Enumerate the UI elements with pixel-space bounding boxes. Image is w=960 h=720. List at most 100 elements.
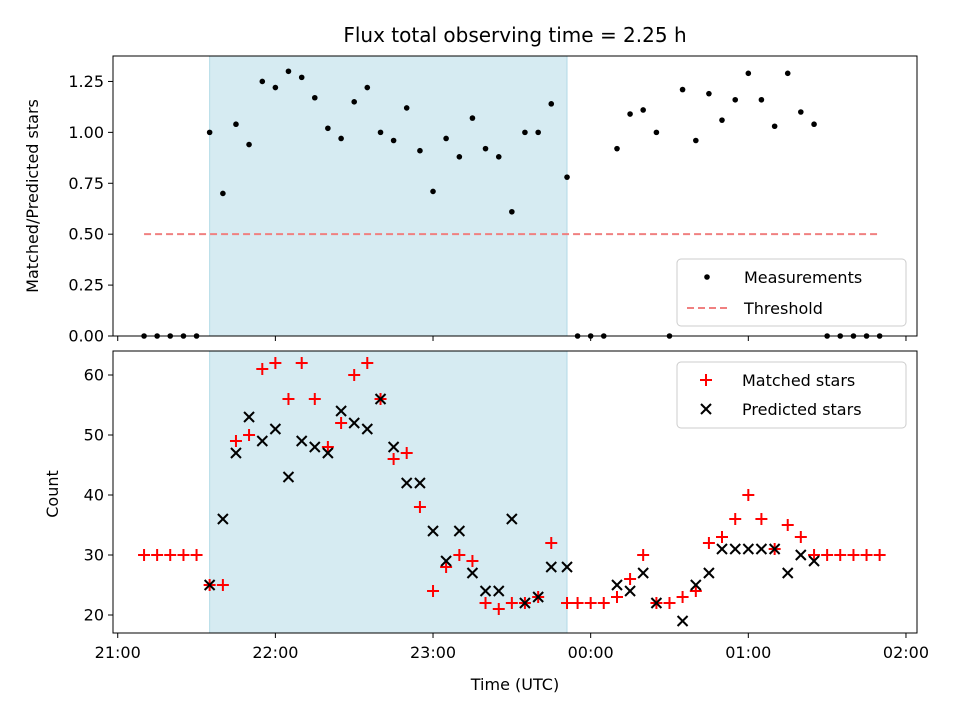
predicted-star-marker	[230, 447, 242, 459]
bottom-legend: Matched stars Predicted stars	[676, 361, 907, 429]
matched-star-marker	[243, 429, 256, 441]
measurement-point	[811, 121, 817, 128]
measurement-point	[627, 111, 633, 117]
matched-star-marker	[715, 531, 728, 543]
legend-predicted-label: Predicted stars	[742, 400, 862, 419]
measurement-point	[364, 84, 371, 91]
predicted-star-marker	[532, 591, 544, 603]
matched-star-marker	[847, 549, 860, 561]
matched-star-marker	[597, 597, 610, 609]
matched-star-marker	[151, 549, 164, 561]
measurement-point	[614, 145, 620, 152]
predicted-star-marker	[703, 567, 715, 579]
predicted-star-marker	[519, 597, 531, 609]
predicted-star-marker	[782, 567, 794, 579]
bottom-shaded-region	[209, 350, 568, 634]
measurement-point	[233, 121, 239, 128]
y-tick-label: 1.00	[68, 123, 104, 142]
matched-star-marker	[400, 447, 413, 459]
y-tick-label: 0.50	[68, 225, 104, 244]
predicted-star-marker	[795, 549, 807, 561]
predicted-star-marker	[493, 585, 505, 597]
measurement-point	[390, 137, 397, 144]
x-tick-label: 02:00	[883, 643, 929, 662]
predicted-star-marker	[637, 567, 649, 579]
predicted-star-marker	[716, 543, 728, 555]
matched-star-marker	[427, 585, 440, 597]
matched-star-marker	[479, 597, 492, 609]
measurement-point	[758, 96, 765, 103]
measurement-point	[298, 74, 305, 81]
bottom-axes-frame	[112, 350, 918, 634]
y-tick-label: 50	[84, 426, 104, 445]
measurement-point	[522, 129, 528, 136]
matched-star-marker	[873, 549, 886, 561]
measurement-point	[259, 78, 266, 85]
predicted-star-marker	[203, 579, 216, 591]
measurement-point	[706, 90, 712, 97]
legend-predicted-marker	[700, 403, 712, 415]
figure-title: Flux total observing time = 2.25 h	[343, 23, 686, 47]
measurement-point	[417, 147, 423, 154]
legend-threshold-label: Threshold	[743, 299, 823, 318]
matched-stars-points	[138, 357, 886, 615]
measurement-point	[325, 125, 331, 132]
y-tick-label: 0.75	[68, 174, 104, 193]
measurement-point	[640, 107, 646, 113]
matched-star-marker	[505, 597, 518, 609]
matched-star-marker	[860, 549, 873, 561]
matched-star-marker	[348, 369, 361, 381]
matched-star-marker	[492, 603, 505, 615]
bottom-panel: 20 30 40 50 60 21:00 22:00 23:00 00:00 01:00 02:0…	[43, 350, 929, 694]
predicted-star-marker	[768, 543, 781, 555]
predicted-star-marker	[453, 525, 466, 537]
matched-star-marker	[321, 441, 334, 453]
predicted-star-marker	[348, 417, 360, 429]
measurement-point	[784, 70, 791, 77]
predicted-star-marker	[624, 585, 636, 597]
measurement-point	[403, 105, 410, 111]
matched-star-marker	[453, 549, 466, 561]
matched-star-marker	[663, 597, 676, 609]
matched-star-marker	[781, 519, 794, 531]
bottom-y-axis-label: Count	[43, 470, 62, 518]
top-y-axis-label: Matched/Predicted stars	[23, 99, 42, 293]
y-tick-label: 60	[84, 366, 104, 385]
measurement-point	[495, 154, 502, 160]
predicted-star-marker	[690, 579, 702, 591]
measurement-point	[548, 101, 555, 107]
predicted-star-marker	[506, 513, 518, 525]
measurement-point	[509, 208, 515, 215]
matched-star-marker	[440, 561, 453, 573]
predicted-star-marker	[243, 411, 255, 423]
bottom-y-ticks: 20 30 40 50 60	[84, 366, 113, 625]
measurement-point	[351, 99, 358, 105]
y-tick-label: 1.25	[68, 72, 104, 91]
matched-star-marker	[584, 597, 597, 609]
top-legend: Measurements Threshold	[676, 258, 907, 327]
matched-star-marker	[335, 417, 348, 429]
matched-star-marker	[138, 549, 151, 561]
measurement-point	[246, 141, 252, 148]
measurement-point	[311, 94, 318, 101]
x-tick-label: 00:00	[568, 643, 614, 662]
matched-star-marker	[834, 549, 847, 561]
top-y-ticks: 0.00 0.25 0.50 0.75 1.00 1.25	[68, 72, 113, 346]
matched-star-marker	[637, 549, 650, 561]
measurement-point	[430, 188, 436, 195]
predicted-star-marker	[269, 423, 282, 435]
measurement-point	[456, 154, 463, 160]
matched-star-marker	[808, 549, 821, 561]
matched-star-marker	[702, 537, 715, 549]
measurement-point	[482, 145, 489, 152]
measurement-point	[679, 86, 686, 93]
predicted-star-marker	[650, 597, 663, 609]
predicted-star-marker	[466, 567, 479, 579]
x-tick-label: 22:00	[252, 643, 298, 662]
predicted-star-marker	[414, 477, 426, 489]
measurement-point	[745, 70, 752, 77]
top-panel: 0.00 0.25 0.50 0.75 1.00 1.25 Matched/Predict…	[23, 55, 918, 346]
matched-star-marker	[387, 453, 400, 465]
predicted-star-marker	[361, 423, 373, 435]
matched-star-marker	[545, 537, 558, 549]
